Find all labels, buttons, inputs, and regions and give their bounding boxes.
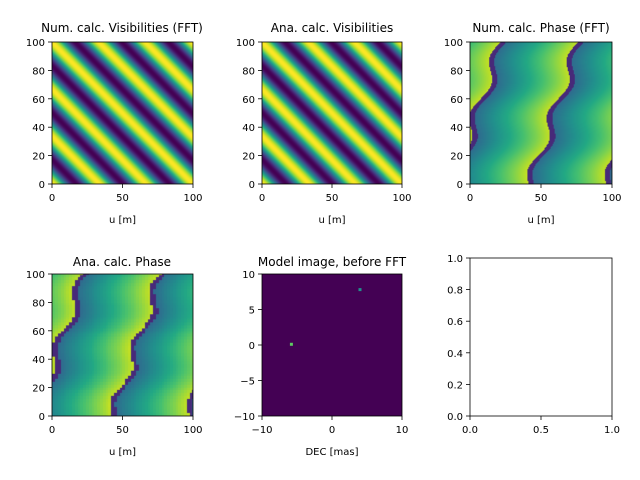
panel-ana-visibilities: Ana. calc. Visibilities 0 50 100 0 20 40… — [236, 21, 412, 226]
y-tick-label: 0.0 — [447, 412, 463, 423]
x-tick-label: 0 — [259, 193, 265, 204]
x-tick-label: 50 — [326, 193, 339, 204]
y-tick-label: 40 — [242, 123, 255, 134]
model-image-background — [262, 274, 402, 416]
y-tick-label: 100 — [26, 38, 45, 49]
y-tick-label: 20 — [32, 384, 45, 395]
x-tick-label: 1.0 — [604, 425, 620, 436]
point-source — [289, 342, 293, 346]
x-tick-label: 0 — [49, 425, 55, 436]
y-tick-label: 80 — [32, 298, 45, 309]
x-tick-group: 0 50 100 — [259, 184, 412, 204]
y-tick-label: 100 — [26, 270, 45, 281]
y-tick-group: 0 20 40 60 80 100 — [444, 38, 470, 191]
panel-title: Ana. calc. Visibilities — [271, 21, 393, 35]
panel-ana-phase: Ana. calc. Phase 0 50 100 0 20 40 60 80 … — [26, 255, 203, 458]
panel-num-visibilities: Num. calc. Visibilities (FFT) 0 50 100 0… — [26, 21, 203, 226]
x-axis-label: u [m] — [527, 215, 554, 226]
x-tick-label: 0.0 — [462, 425, 478, 436]
y-tick-label: 80 — [32, 66, 45, 77]
y-tick-label: 80 — [242, 66, 255, 77]
y-tick-label: 5 — [249, 306, 255, 317]
point-source — [358, 288, 362, 292]
y-tick-label: 0 — [249, 341, 255, 352]
y-tick-label: 60 — [32, 327, 45, 338]
x-tick-label: 0 — [49, 193, 55, 204]
y-tick-label: 20 — [242, 152, 255, 163]
x-tick-group: 0.0 0.5 1.0 — [462, 416, 620, 436]
x-tick-label: 0 — [329, 425, 335, 436]
y-tick-group: 0 20 40 60 80 100 — [26, 38, 52, 191]
y-tick-group: 0 20 40 60 80 100 — [26, 270, 52, 423]
y-tick-label: 0 — [249, 180, 255, 191]
y-tick-label: 80 — [450, 66, 463, 77]
y-tick-label: 60 — [32, 95, 45, 106]
y-tick-group: 0.0 0.2 0.4 0.6 0.8 1.0 — [447, 254, 470, 423]
panel-empty-axes: 0.0 0.5 1.0 0.0 0.2 0.4 0.6 0.8 1.0 — [447, 254, 620, 436]
heatmap-image — [262, 42, 402, 184]
panel-title: Num. calc. Phase (FFT) — [472, 21, 609, 35]
panel-title: Model image, before FFT — [258, 255, 407, 269]
x-tick-label: 0.5 — [533, 425, 549, 436]
x-tick-label: 100 — [392, 193, 411, 204]
x-tick-label: 100 — [602, 193, 621, 204]
y-tick-label: 0 — [39, 412, 45, 423]
x-tick-label: 50 — [535, 193, 548, 204]
point-source-group — [289, 288, 362, 346]
x-axis-label: u [m] — [318, 215, 345, 226]
y-tick-label: 1.0 — [447, 254, 463, 265]
x-tick-label: 100 — [183, 193, 202, 204]
y-tick-label: −10 — [234, 412, 255, 423]
y-tick-group: 0 20 40 60 80 100 — [236, 38, 262, 191]
y-tick-label: −5 — [240, 377, 255, 388]
x-axis-label: u [m] — [109, 215, 136, 226]
y-tick-label: 0 — [457, 180, 463, 191]
y-tick-label: 0 — [39, 180, 45, 191]
y-tick-group: −10 −5 0 5 10 — [234, 270, 262, 423]
x-tick-group: 0 50 100 — [467, 184, 622, 204]
panel-model-image: Model image, before FFT −10 0 10 −10 −5 … — [234, 255, 408, 458]
y-tick-label: 10 — [242, 270, 255, 281]
x-tick-label: 50 — [116, 193, 129, 204]
y-tick-label: 40 — [32, 355, 45, 366]
y-tick-label: 60 — [242, 95, 255, 106]
x-tick-label: 100 — [183, 425, 202, 436]
y-tick-label: 20 — [32, 152, 45, 163]
y-tick-label: 0.6 — [447, 317, 463, 328]
x-tick-label: −10 — [251, 425, 272, 436]
x-tick-label: 50 — [116, 425, 129, 436]
heatmap-image — [52, 274, 193, 416]
x-tick-group: 0 50 100 — [49, 184, 203, 204]
y-tick-label: 100 — [444, 38, 463, 49]
y-tick-label: 60 — [450, 95, 463, 106]
x-tick-label: 0 — [467, 193, 473, 204]
panel-title: Num. calc. Visibilities (FFT) — [41, 21, 203, 35]
y-tick-label: 0.4 — [447, 349, 463, 360]
y-tick-label: 0.8 — [447, 286, 463, 297]
heatmap-image — [470, 42, 612, 184]
x-axis-label: u [m] — [109, 447, 136, 458]
heatmap-image — [52, 42, 193, 184]
x-tick-label: 10 — [396, 425, 409, 436]
y-tick-label: 100 — [236, 38, 255, 49]
axes-frame — [469, 257, 613, 417]
y-tick-label: 40 — [450, 123, 463, 134]
y-tick-label: 20 — [450, 152, 463, 163]
panel-num-phase: Num. calc. Phase (FFT) 0 50 100 0 20 40 … — [444, 21, 622, 226]
panel-title: Ana. calc. Phase — [73, 255, 171, 269]
x-tick-group: 0 50 100 — [49, 416, 203, 436]
y-tick-label: 0.2 — [447, 380, 463, 391]
x-axis-label: DEC [mas] — [305, 447, 358, 458]
y-tick-label: 40 — [32, 123, 45, 134]
x-tick-group: −10 0 10 — [251, 416, 408, 436]
